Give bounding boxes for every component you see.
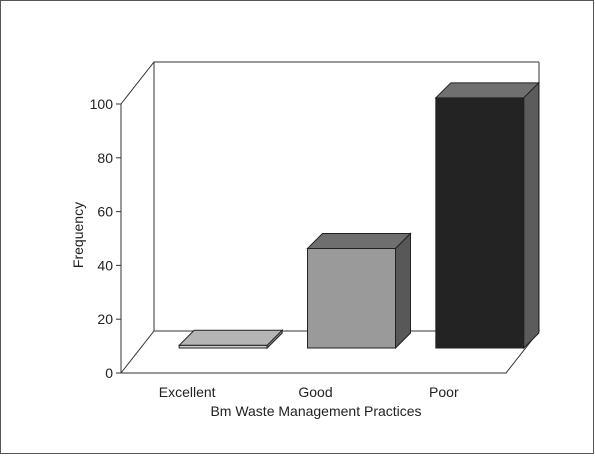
y-tick-label: 80 — [97, 150, 113, 166]
x-tick-label: Good — [298, 384, 332, 400]
bar-side — [395, 232, 411, 350]
y-tick-label: 100 — [90, 96, 114, 112]
y-axis: 0 20 40 60 80 100 — [90, 96, 122, 381]
bar-top — [177, 329, 284, 346]
y-axis-title: Frequency — [70, 202, 86, 268]
bar-top — [306, 232, 412, 249]
y-tick-label: 60 — [97, 204, 113, 220]
bar-side — [523, 81, 540, 350]
y-tick-label: 40 — [97, 257, 113, 273]
x-tick-label: Excellent — [159, 384, 216, 400]
bar-top — [434, 82, 541, 99]
x-axis: Excellent Good Poor — [159, 384, 459, 400]
y-tick-label: 20 — [97, 311, 113, 327]
bar-side — [266, 329, 283, 350]
chart-bars — [177, 81, 541, 350]
y-tick-label: 0 — [105, 365, 113, 381]
bar-front — [307, 247, 396, 349]
x-tick-label: Poor — [429, 384, 459, 400]
bar-front — [435, 97, 525, 349]
x-axis-title: Bm Waste Management Practices — [210, 403, 421, 419]
